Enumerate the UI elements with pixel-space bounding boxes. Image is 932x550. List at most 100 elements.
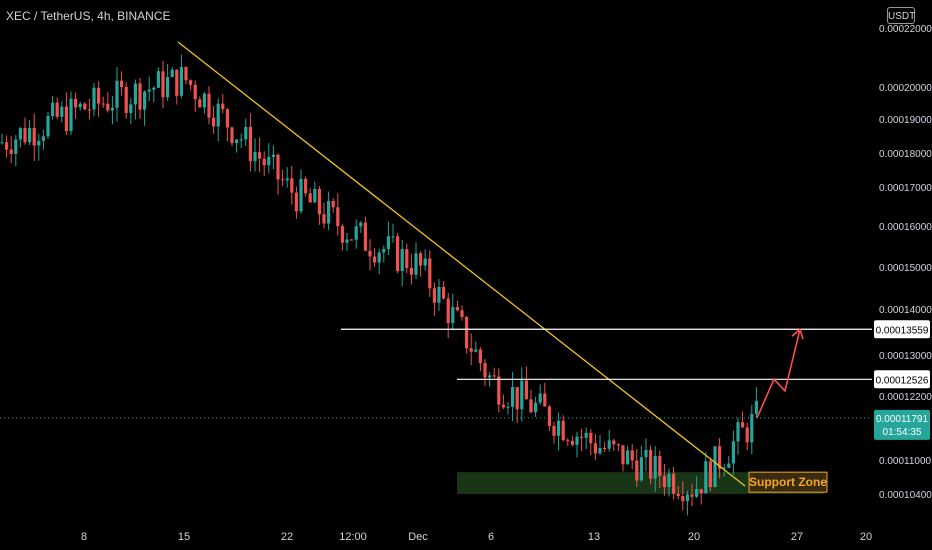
y-tick-label: 0.00012200	[879, 392, 932, 403]
candle-body	[750, 413, 754, 443]
candle-body	[32, 127, 36, 146]
projection-arrowhead	[791, 327, 804, 340]
candle-body	[745, 427, 749, 443]
candle-body	[317, 188, 321, 215]
candle-body	[543, 393, 547, 407]
candle-body	[331, 201, 335, 208]
candle-body	[281, 179, 285, 181]
candle-body	[672, 473, 676, 494]
candle-body	[460, 310, 464, 317]
candle-body	[115, 80, 119, 108]
candle-body	[382, 249, 386, 253]
candle-body	[478, 349, 482, 364]
candle-body	[170, 69, 174, 78]
candle-body	[676, 493, 680, 496]
candle-body	[327, 201, 331, 224]
candle-body	[414, 253, 418, 275]
candle-body	[225, 109, 229, 128]
candle-body	[304, 178, 308, 194]
candle-body	[354, 226, 358, 240]
candle-body	[129, 104, 133, 114]
candle-body	[658, 456, 662, 476]
candle-body	[18, 128, 22, 140]
candle-body	[373, 256, 377, 263]
candle-body	[235, 139, 239, 144]
candle-body	[350, 239, 354, 241]
candle-body	[124, 87, 128, 114]
candle-body	[133, 83, 137, 105]
y-tick-label: 0.00015000	[879, 263, 932, 274]
candle-body	[97, 87, 101, 104]
candle-body	[635, 460, 639, 481]
currency-button[interactable]: USDT	[887, 7, 915, 24]
candle-body	[0, 142, 4, 144]
candle-body	[575, 436, 579, 445]
candle-body	[612, 440, 616, 445]
candle-body	[667, 473, 671, 487]
candle-body	[727, 463, 731, 468]
candle-body	[198, 99, 202, 108]
candle-body	[110, 107, 114, 111]
candle-body	[368, 250, 372, 257]
candle-body	[239, 139, 243, 141]
y-tick-label: 0.00014000	[879, 305, 932, 316]
candle-body	[202, 93, 206, 108]
level-price-tag: 0.00012526	[874, 370, 930, 389]
candle-body	[662, 475, 666, 487]
candle-body	[92, 87, 96, 110]
candle-body	[630, 450, 634, 461]
candle-body	[524, 380, 528, 400]
candle-body	[212, 117, 216, 127]
candle-body	[483, 363, 487, 378]
candle-body	[474, 349, 478, 352]
candle-body	[359, 222, 363, 227]
current-price-tag: 0.00011791 01:54:35	[874, 409, 930, 440]
candle-body	[492, 375, 496, 377]
candle-body	[23, 128, 27, 143]
candle-body	[529, 399, 533, 413]
candle-body	[704, 461, 708, 494]
candle-body	[511, 387, 515, 407]
x-tick-label: 8	[81, 531, 87, 543]
candle-body	[580, 436, 584, 438]
x-tick-label: 20	[688, 531, 700, 543]
candle-body	[465, 316, 469, 349]
candle-body	[262, 158, 266, 166]
x-tick-label: 13	[588, 531, 600, 543]
candle-body	[506, 406, 510, 408]
candle-body	[653, 456, 657, 479]
candle-body	[37, 140, 41, 146]
candles	[0, 54, 758, 516]
x-tick-label: 20	[860, 531, 872, 543]
candle-body	[60, 106, 64, 117]
current-price-value: 0.00011791	[876, 414, 929, 425]
candle-body	[432, 288, 436, 303]
candle-body	[147, 89, 151, 92]
candle-body	[55, 102, 59, 117]
candle-body	[156, 71, 160, 88]
candle-body	[294, 192, 298, 212]
current-price-countdown: 01:54:35	[883, 427, 922, 438]
candle-body	[469, 348, 473, 352]
candle-body	[736, 422, 740, 442]
y-tick-label: 0.00017000	[879, 183, 932, 194]
downtrend-line	[177, 41, 746, 487]
candle-body	[14, 139, 18, 154]
candle-body	[391, 236, 395, 238]
candle-body	[308, 193, 312, 203]
candle-body	[106, 103, 110, 111]
candle-body	[271, 154, 275, 157]
candle-body	[64, 106, 68, 131]
y-tick-label: 0.00011000	[879, 456, 932, 467]
x-tick-label: Dec	[408, 531, 428, 543]
candle-body	[644, 449, 648, 458]
projection-path	[756, 329, 801, 419]
level-tag-bg	[874, 370, 930, 389]
candle-body	[396, 236, 400, 271]
candle-body	[423, 258, 427, 266]
candle-body	[345, 239, 349, 243]
support-label-bg	[748, 471, 828, 493]
candle-body	[184, 67, 188, 81]
support-zone-rect	[457, 472, 824, 494]
